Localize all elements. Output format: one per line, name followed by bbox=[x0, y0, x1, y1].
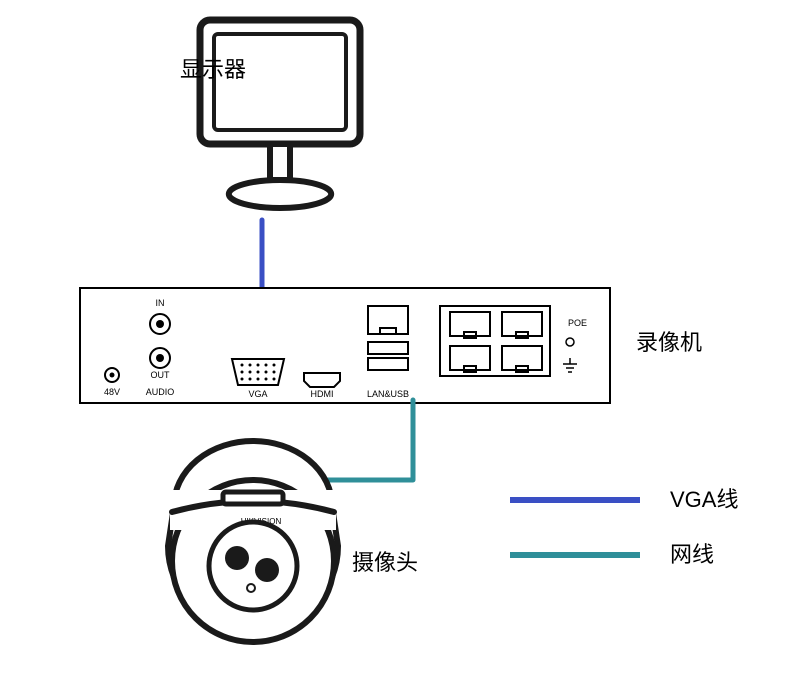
monitor-icon bbox=[200, 20, 360, 208]
svg-text:POE: POE bbox=[568, 318, 587, 328]
monitor-label: 显示器 bbox=[180, 52, 246, 84]
svg-text:HDMI: HDMI bbox=[311, 389, 334, 399]
recorder-icon: 48V IN OUT AUDIO VGA HDMI LAN&USB POE bbox=[80, 288, 610, 403]
camera-label: 摄像头 bbox=[352, 545, 418, 577]
legend-label-net: 网线 bbox=[670, 542, 714, 567]
svg-text:OUT: OUT bbox=[151, 370, 171, 380]
camera-icon: HIKVISION bbox=[168, 441, 338, 642]
legend: VGA线网线 bbox=[510, 487, 738, 567]
svg-text:48V: 48V bbox=[104, 387, 120, 397]
svg-text:LAN&USB: LAN&USB bbox=[367, 389, 409, 399]
svg-text:AUDIO: AUDIO bbox=[146, 387, 175, 397]
svg-text:VGA: VGA bbox=[248, 389, 267, 399]
recorder-label: 录像机 bbox=[636, 325, 702, 357]
legend-label-vga: VGA线 bbox=[670, 487, 738, 512]
svg-text:IN: IN bbox=[156, 298, 165, 308]
